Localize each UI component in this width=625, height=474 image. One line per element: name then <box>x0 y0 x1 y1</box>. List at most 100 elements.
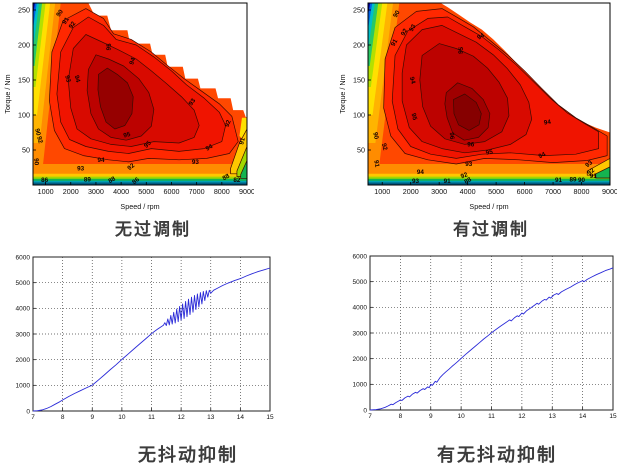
svg-text:95: 95 <box>458 46 466 54</box>
svg-text:6000: 6000 <box>517 187 533 196</box>
svg-text:11: 11 <box>148 414 155 421</box>
svg-text:13: 13 <box>549 413 557 420</box>
svg-text:94: 94 <box>417 169 425 176</box>
svg-text:92: 92 <box>400 27 410 37</box>
svg-text:91: 91 <box>238 136 247 145</box>
svg-text:12: 12 <box>518 413 526 420</box>
svg-text:94: 94 <box>73 75 82 84</box>
svg-text:5000: 5000 <box>488 187 504 196</box>
svg-text:100: 100 <box>353 111 365 120</box>
svg-text:90: 90 <box>55 8 65 18</box>
svg-text:93: 93 <box>188 97 198 107</box>
svg-text:11: 11 <box>488 413 495 420</box>
svg-text:5000: 5000 <box>16 280 31 287</box>
svg-text:82: 82 <box>233 177 241 184</box>
svg-text:94: 94 <box>543 119 551 127</box>
svg-text:95: 95 <box>485 149 494 157</box>
svg-text:94: 94 <box>97 157 105 164</box>
svg-text:95: 95 <box>410 112 419 121</box>
svg-text:14: 14 <box>579 413 587 420</box>
svg-text:92: 92 <box>224 119 233 128</box>
line-chart-no-jitter-suppression: 7 8 9 10 11 12 13 14 15 0 1000 2000 3000 4000 5000 6000 <box>16 254 274 421</box>
caption-with-overmodulation: 有过调制 <box>453 220 529 239</box>
svg-text:8: 8 <box>61 414 65 421</box>
svg-text:91: 91 <box>590 173 598 180</box>
svg-text:1000: 1000 <box>38 187 54 196</box>
svg-text:200: 200 <box>18 41 30 50</box>
svg-text:7: 7 <box>368 413 372 420</box>
svg-text:9: 9 <box>90 414 94 421</box>
svg-text:Torque / Nm: Torque / Nm <box>3 74 12 113</box>
svg-text:3000: 3000 <box>353 330 368 337</box>
svg-text:9000: 9000 <box>239 187 254 196</box>
svg-text:150: 150 <box>18 76 30 85</box>
svg-text:88: 88 <box>221 172 231 182</box>
svg-text:92: 92 <box>460 171 469 180</box>
svg-text:14: 14 <box>237 414 245 421</box>
svg-text:94: 94 <box>538 151 548 161</box>
svg-text:150: 150 <box>353 76 365 85</box>
svg-text:0: 0 <box>26 408 30 415</box>
svg-text:90: 90 <box>32 158 40 166</box>
svg-text:6000: 6000 <box>353 253 368 260</box>
svg-text:1000: 1000 <box>374 187 390 196</box>
svg-text:5000: 5000 <box>353 279 368 286</box>
svg-text:0: 0 <box>363 407 367 414</box>
svg-text:4000: 4000 <box>460 187 476 196</box>
svg-text:2000: 2000 <box>353 356 368 363</box>
svg-text:8000: 8000 <box>214 187 230 196</box>
svg-text:91: 91 <box>390 38 400 48</box>
svg-text:15: 15 <box>609 413 617 420</box>
svg-text:3000: 3000 <box>431 187 447 196</box>
svg-text:10: 10 <box>118 414 126 421</box>
svg-text:4000: 4000 <box>16 306 31 313</box>
svg-text:Torque / Nm: Torque / Nm <box>338 74 347 113</box>
svg-text:93: 93 <box>192 159 200 166</box>
svg-text:88: 88 <box>463 176 473 186</box>
svg-text:93: 93 <box>77 165 85 172</box>
svg-text:93: 93 <box>584 159 594 169</box>
svg-text:250: 250 <box>18 6 30 15</box>
svg-text:50: 50 <box>22 146 30 155</box>
svg-text:91: 91 <box>372 160 380 169</box>
svg-text:15: 15 <box>266 414 274 421</box>
svg-text:89: 89 <box>569 177 577 184</box>
svg-text:7000: 7000 <box>189 187 205 196</box>
svg-text:92: 92 <box>380 143 389 152</box>
svg-text:96: 96 <box>448 132 456 140</box>
svg-text:91: 91 <box>555 177 563 184</box>
svg-text:94: 94 <box>408 76 417 85</box>
svg-text:93: 93 <box>465 161 473 168</box>
svg-text:250: 250 <box>353 6 365 15</box>
svg-text:3000: 3000 <box>88 187 104 196</box>
svg-text:7: 7 <box>31 414 35 421</box>
svg-text:96: 96 <box>467 142 475 149</box>
svg-text:6000: 6000 <box>163 187 179 196</box>
svg-text:Speed / rpm: Speed / rpm <box>469 202 508 211</box>
svg-text:91: 91 <box>444 178 452 185</box>
svg-text:12: 12 <box>178 414 186 421</box>
svg-text:13: 13 <box>207 414 215 421</box>
svg-text:100: 100 <box>18 111 30 120</box>
svg-text:1000: 1000 <box>16 383 31 390</box>
svg-text:92: 92 <box>126 162 136 172</box>
svg-text:92: 92 <box>35 136 44 145</box>
svg-text:7000: 7000 <box>545 187 561 196</box>
svg-text:90: 90 <box>33 128 42 137</box>
svg-text:94: 94 <box>476 32 486 42</box>
svg-text:50: 50 <box>357 146 365 155</box>
svg-text:93: 93 <box>408 23 418 33</box>
svg-text:4000: 4000 <box>113 187 129 196</box>
svg-text:94: 94 <box>128 56 137 65</box>
svg-text:89: 89 <box>84 177 92 184</box>
svg-text:90: 90 <box>578 177 586 184</box>
svg-text:2000: 2000 <box>403 187 419 196</box>
svg-text:1000: 1000 <box>353 382 368 389</box>
svg-text:9000: 9000 <box>602 187 617 196</box>
svg-text:Speed / rpm: Speed / rpm <box>120 202 159 211</box>
svg-text:92: 92 <box>68 20 78 30</box>
svg-text:93: 93 <box>412 178 420 185</box>
